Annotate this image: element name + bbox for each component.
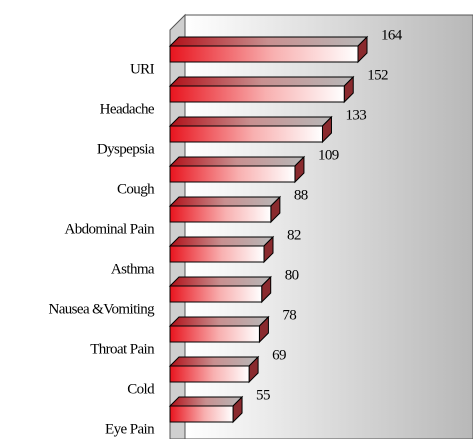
bar-top (168, 36, 369, 47)
category-label: Nausea &Vomiting (48, 301, 155, 317)
value-label: 78 (282, 307, 296, 323)
value-label: 164 (381, 27, 403, 43)
bar (168, 315, 270, 344)
category-label: Throat Pain (90, 341, 155, 357)
category-label: Eye Pain (105, 421, 155, 437)
bar-top (168, 236, 275, 247)
bar-top (168, 76, 355, 87)
bar (168, 195, 282, 224)
bar (168, 235, 275, 264)
bar-front (169, 245, 265, 263)
bar-top (168, 276, 272, 287)
category-label: Dyspepsia (97, 141, 155, 157)
bar-top (168, 156, 306, 167)
bar-front (169, 85, 345, 103)
bar (168, 275, 272, 304)
bar-top (168, 356, 260, 367)
bar-front (169, 285, 263, 303)
value-label: 109 (318, 147, 339, 163)
bar (168, 115, 333, 144)
category-label: URI (130, 61, 155, 77)
category-label: Cold (127, 381, 155, 397)
bar (168, 75, 355, 104)
category-label: Asthma (111, 261, 155, 277)
bar-front (169, 125, 323, 143)
category-label: Cough (117, 181, 155, 197)
bar-front (169, 165, 296, 183)
value-label: 82 (287, 227, 301, 243)
value-label: 152 (367, 67, 388, 83)
bar (168, 35, 369, 64)
category-label: Headache (100, 101, 155, 117)
value-label: 80 (285, 267, 299, 283)
category-label: Abdominal Pain (64, 221, 155, 237)
bar-top (168, 396, 244, 407)
bar-front (169, 45, 359, 63)
bar (168, 155, 306, 184)
value-label: 133 (345, 107, 366, 123)
bar-front (169, 205, 272, 223)
bar-front (169, 365, 250, 383)
bar-front (169, 325, 260, 343)
bar-top (168, 316, 270, 327)
value-label: 55 (256, 387, 270, 403)
bar (168, 355, 260, 384)
value-label: 88 (294, 187, 308, 203)
bar (168, 395, 244, 424)
bar-top (168, 196, 282, 207)
bar-front (169, 405, 234, 423)
value-label: 69 (272, 347, 286, 363)
bar-top (168, 116, 333, 127)
